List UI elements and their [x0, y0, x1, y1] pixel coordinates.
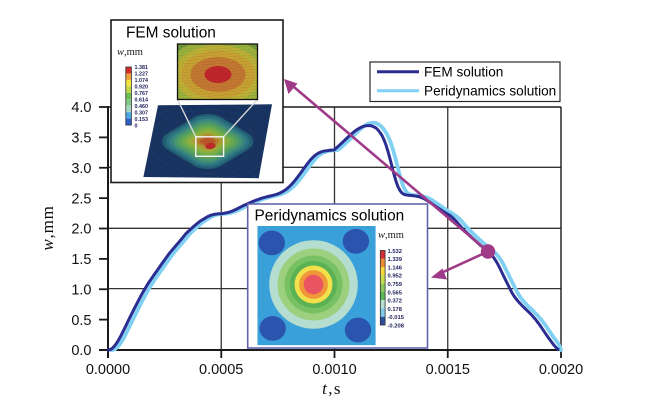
svg-text:0.0010: 0.0010 — [312, 362, 356, 378]
svg-text:0.307: 0.307 — [135, 110, 149, 116]
svg-text:t,s: t,s — [322, 379, 342, 398]
svg-text:1.532: 1.532 — [388, 249, 403, 255]
svg-text:0.952: 0.952 — [388, 274, 403, 280]
svg-text:w,mm: w,mm — [38, 205, 57, 250]
svg-text:0.759: 0.759 — [388, 282, 403, 288]
svg-text:Peridynamics solution: Peridynamics solution — [255, 208, 405, 225]
svg-text:0.0015: 0.0015 — [426, 362, 470, 378]
svg-text:3.0: 3.0 — [71, 161, 91, 177]
svg-text:-0.015: -0.015 — [388, 315, 405, 321]
svg-text:3.5: 3.5 — [71, 131, 91, 147]
svg-text:1.146: 1.146 — [388, 265, 403, 271]
svg-text:0.372: 0.372 — [388, 299, 403, 305]
svg-text:1.227: 1.227 — [135, 72, 149, 78]
svg-text:2.0: 2.0 — [71, 222, 91, 238]
svg-text:w,mm: w,mm — [378, 230, 404, 241]
svg-text:1.381: 1.381 — [135, 65, 149, 71]
svg-text:0.178: 0.178 — [388, 307, 403, 313]
svg-text:0.5: 0.5 — [71, 313, 91, 329]
svg-text:0.0020: 0.0020 — [539, 362, 583, 378]
svg-text:0.767: 0.767 — [135, 91, 149, 97]
svg-text:0.565: 0.565 — [388, 290, 403, 296]
svg-text:FEM solution: FEM solution — [126, 25, 216, 42]
svg-text:4.0: 4.0 — [71, 100, 91, 116]
svg-text:0.920: 0.920 — [135, 85, 149, 91]
svg-text:FEM solution: FEM solution — [424, 65, 503, 80]
svg-text:1.0: 1.0 — [71, 282, 91, 298]
svg-text:w,mm: w,mm — [117, 47, 143, 58]
svg-text:0.0: 0.0 — [71, 343, 91, 359]
svg-text:2.5: 2.5 — [71, 191, 91, 207]
svg-text:1.339: 1.339 — [388, 257, 403, 263]
svg-text:0: 0 — [135, 123, 138, 129]
svg-text:Peridynamics solution: Peridynamics solution — [424, 84, 556, 99]
svg-text:0.0000: 0.0000 — [86, 362, 130, 378]
svg-text:0.614: 0.614 — [135, 97, 149, 103]
svg-text:0.153: 0.153 — [135, 117, 149, 123]
svg-text:1.074: 1.074 — [135, 78, 149, 84]
svg-text:0.460: 0.460 — [135, 104, 149, 110]
svg-text:1.5: 1.5 — [71, 252, 91, 268]
svg-text:0.0005: 0.0005 — [199, 362, 243, 378]
svg-text:-0.208: -0.208 — [388, 323, 405, 329]
